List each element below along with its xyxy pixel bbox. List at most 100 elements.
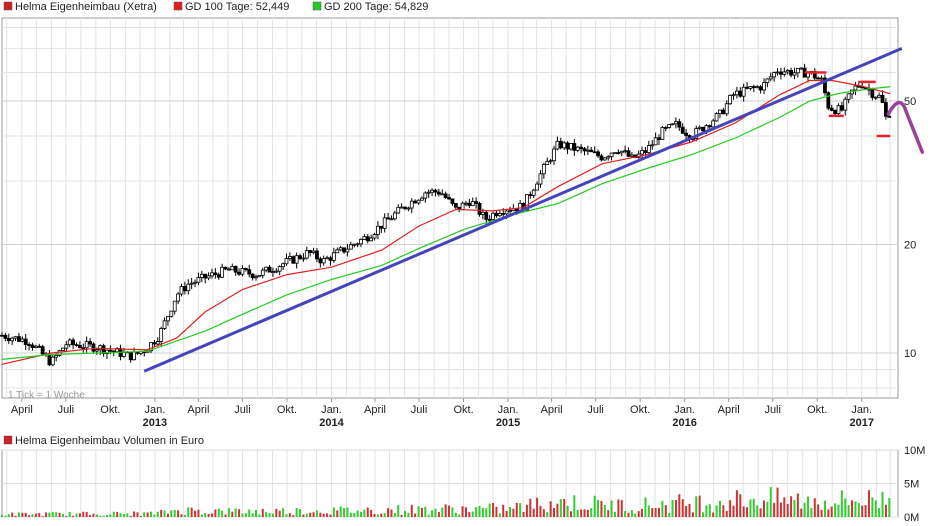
volume-bar (702, 512, 705, 517)
volume-bar (627, 512, 630, 517)
volume-bar (285, 514, 288, 517)
x-tick-label: Okt. (277, 404, 297, 416)
volume-bar (400, 514, 403, 517)
volume-bar (444, 504, 447, 517)
candle-body (304, 250, 309, 259)
volume-bar (674, 499, 677, 517)
volume-bar (820, 509, 823, 517)
volume-bar (153, 514, 156, 517)
candle-body (745, 86, 749, 89)
candle-body (159, 328, 164, 342)
x-tick-label: Jan. (144, 404, 165, 416)
volume-bar (634, 513, 637, 517)
candle-body (237, 271, 241, 275)
volume-bar (807, 496, 810, 517)
volume-bar (630, 510, 633, 517)
candle-body (149, 342, 153, 352)
candle-body (630, 154, 634, 157)
candle-body (64, 344, 69, 349)
volume-bar (800, 508, 803, 517)
volume-bar (55, 512, 58, 517)
candle-body (846, 93, 851, 100)
volume-bar (786, 503, 789, 517)
volume-bar (454, 512, 457, 517)
volume-bar (150, 511, 153, 517)
candle-body (697, 126, 702, 130)
volume-bar (658, 507, 661, 517)
volume-bar (715, 505, 718, 517)
candle-body (243, 268, 248, 271)
volume-bar (224, 514, 227, 517)
volume-bar (241, 513, 244, 517)
candle-body (792, 72, 797, 76)
volume-bar (353, 512, 356, 517)
candle-body (30, 344, 35, 348)
volume-bar (580, 509, 583, 517)
candle-body (247, 269, 252, 275)
volume-bar (867, 490, 870, 517)
candle-body (707, 125, 712, 128)
candle-body (260, 269, 265, 276)
candle-body (162, 320, 167, 329)
volume-bar (194, 510, 197, 517)
x-tick-label: Jan. (674, 404, 695, 416)
volume-bar (603, 505, 606, 517)
candle-body (254, 276, 258, 279)
volume-bar (732, 505, 735, 517)
candle-body (833, 110, 838, 115)
candle-body (565, 142, 570, 150)
candle-body (569, 143, 573, 150)
candle-body (403, 206, 407, 209)
candle-body (57, 350, 62, 356)
volume-bar (410, 504, 413, 517)
candle-body (853, 85, 858, 91)
candle-body (359, 239, 363, 245)
volume-bar (525, 504, 528, 517)
candle-body (267, 266, 272, 273)
candle-body (230, 265, 235, 271)
candle-body (220, 266, 225, 278)
volume-bar (309, 512, 312, 517)
volume-bar (58, 512, 61, 517)
price-grid (2, 18, 898, 398)
volume-bar (312, 512, 315, 517)
legend-gd100-label: GD 100 Tage: 52,449 (185, 1, 289, 13)
volume-bar (292, 515, 295, 517)
candle-body (582, 148, 587, 152)
volume-bar (481, 507, 484, 517)
candle-body (480, 212, 485, 215)
candle-body (426, 191, 431, 194)
candle-body (782, 71, 787, 75)
candle-body (484, 212, 489, 220)
candle-body (467, 202, 472, 207)
year-labels: 2013 2014 2015 2016 2017 (143, 417, 874, 429)
candle-body (23, 338, 28, 345)
price-y-axis: 10 20 50 (904, 96, 916, 360)
volume-bar (776, 487, 779, 517)
legend-gd200-label: GD 200 Tage: 54,829 (324, 1, 428, 13)
volume-bar (183, 514, 186, 517)
candle-body (779, 71, 783, 75)
candle-body (748, 86, 753, 89)
volume-bar (779, 502, 782, 517)
x-tick-label: April (364, 404, 386, 416)
candle-body (294, 255, 299, 264)
volume-bar (89, 515, 92, 517)
volume-bar (847, 505, 850, 517)
volume-bar (4, 515, 7, 517)
candle-body (13, 336, 18, 339)
candle-body (765, 78, 770, 83)
volume-bar (586, 509, 589, 517)
candle-body (416, 199, 421, 204)
volume-bar (827, 509, 830, 517)
candle-body (589, 149, 594, 153)
candle-body (0, 334, 4, 337)
candle-body (37, 345, 42, 348)
x-tick-label: Juli (764, 404, 781, 416)
candle-body (176, 293, 181, 302)
volume-bar (417, 506, 420, 517)
candle-body (362, 236, 367, 240)
volume-y-tick-label: 5M (904, 479, 919, 491)
candle-body (325, 257, 330, 260)
candle-body (335, 249, 340, 254)
